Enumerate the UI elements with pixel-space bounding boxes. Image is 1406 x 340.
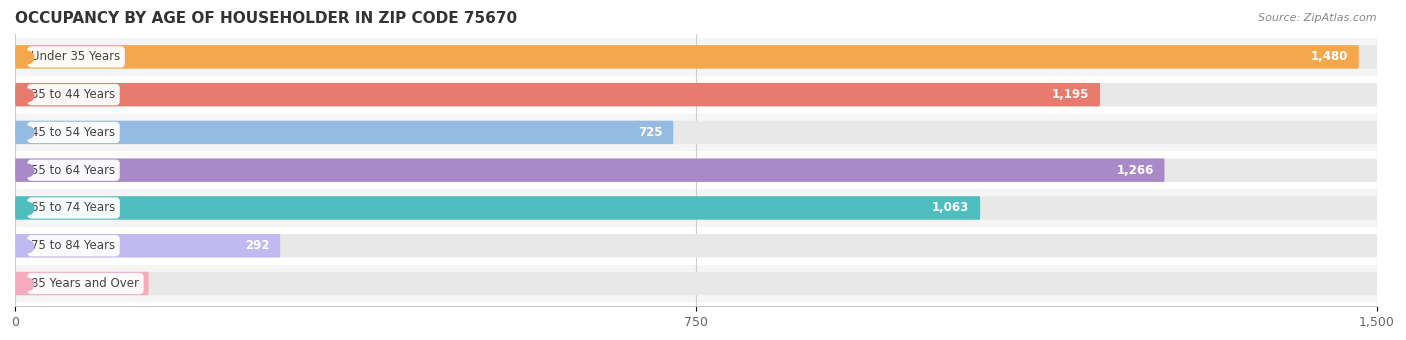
Text: 1,195: 1,195: [1052, 88, 1090, 101]
Text: 75 to 84 Years: 75 to 84 Years: [31, 239, 115, 252]
FancyBboxPatch shape: [15, 196, 1376, 220]
Bar: [15, 114, 1376, 151]
FancyBboxPatch shape: [15, 158, 1376, 182]
Bar: [15, 189, 1376, 227]
Text: 292: 292: [245, 239, 270, 252]
FancyBboxPatch shape: [15, 83, 1099, 106]
FancyBboxPatch shape: [15, 234, 280, 257]
Bar: [15, 38, 1376, 76]
FancyBboxPatch shape: [15, 121, 673, 144]
FancyBboxPatch shape: [15, 272, 149, 295]
Bar: [15, 265, 1376, 302]
FancyBboxPatch shape: [15, 121, 1376, 144]
FancyBboxPatch shape: [15, 234, 1376, 257]
Text: 1,063: 1,063: [932, 202, 969, 215]
Text: 45 to 54 Years: 45 to 54 Years: [31, 126, 115, 139]
Text: Source: ZipAtlas.com: Source: ZipAtlas.com: [1258, 13, 1376, 23]
Text: 1,266: 1,266: [1116, 164, 1153, 177]
Text: 55 to 64 Years: 55 to 64 Years: [31, 164, 115, 177]
FancyBboxPatch shape: [15, 45, 1376, 69]
Text: 147: 147: [112, 277, 138, 290]
Text: 725: 725: [638, 126, 662, 139]
Text: OCCUPANCY BY AGE OF HOUSEHOLDER IN ZIP CODE 75670: OCCUPANCY BY AGE OF HOUSEHOLDER IN ZIP C…: [15, 11, 517, 26]
Text: 85 Years and Over: 85 Years and Over: [31, 277, 139, 290]
FancyBboxPatch shape: [15, 272, 1376, 295]
FancyBboxPatch shape: [15, 83, 1376, 106]
Text: 35 to 44 Years: 35 to 44 Years: [31, 88, 115, 101]
Text: 1,480: 1,480: [1310, 50, 1348, 63]
FancyBboxPatch shape: [15, 45, 1358, 69]
Text: Under 35 Years: Under 35 Years: [31, 50, 121, 63]
Text: 65 to 74 Years: 65 to 74 Years: [31, 202, 115, 215]
FancyBboxPatch shape: [15, 196, 980, 220]
FancyBboxPatch shape: [15, 158, 1164, 182]
